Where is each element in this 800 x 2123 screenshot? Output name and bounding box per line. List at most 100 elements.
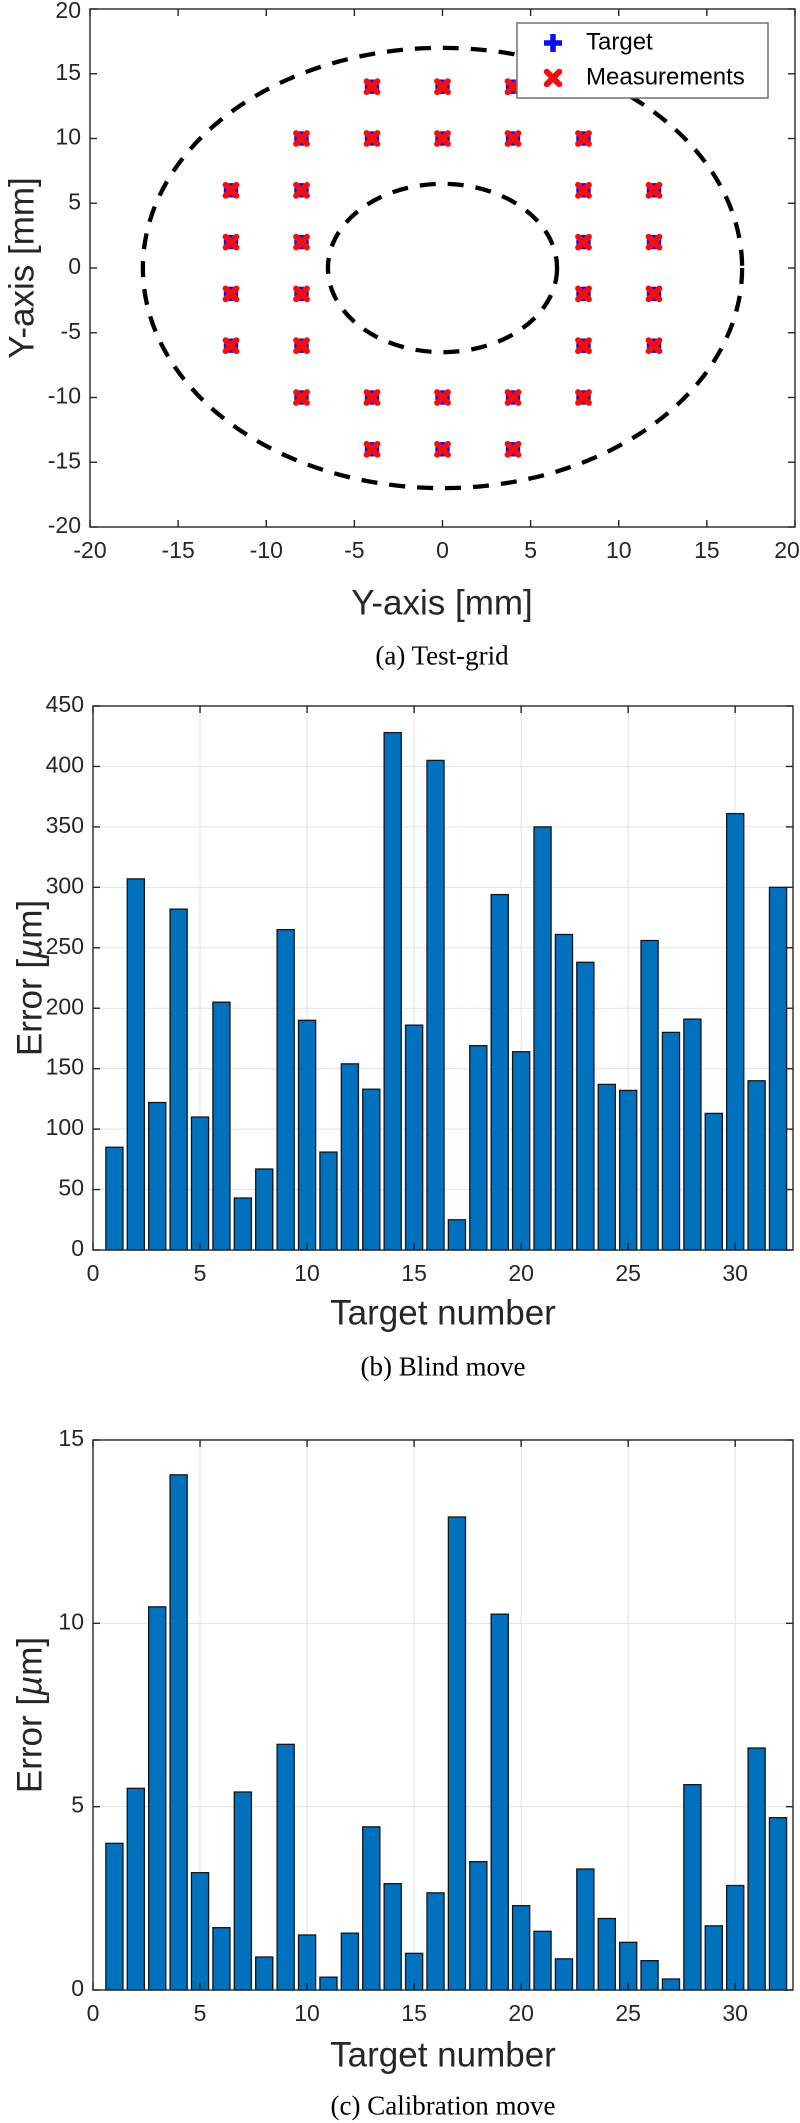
svg-text:-10: -10	[48, 383, 81, 409]
panel-c-ylabel-prefix: Error [	[10, 1695, 50, 1794]
bar	[618, 1941, 638, 1991]
svg-text:-5: -5	[61, 318, 81, 344]
bar	[233, 1197, 253, 1251]
bar	[511, 1905, 531, 1991]
svg-text:5: 5	[71, 1792, 84, 1818]
bar	[533, 826, 552, 1251]
svg-text:20: 20	[508, 1260, 534, 1286]
svg-text:0: 0	[71, 1975, 84, 2001]
bar	[490, 1613, 509, 1991]
bar	[618, 1089, 638, 1251]
bar	[490, 893, 509, 1251]
svg-text:30: 30	[722, 1260, 748, 1286]
svg-text:450: 450	[46, 691, 84, 717]
bar	[447, 1219, 467, 1251]
bar	[340, 1932, 360, 1991]
bar	[276, 928, 295, 1251]
bar	[426, 759, 445, 1251]
svg-text:10: 10	[55, 124, 81, 150]
bar	[255, 1168, 274, 1251]
svg-text:-15: -15	[48, 447, 81, 473]
bar	[148, 1606, 167, 1991]
bar	[105, 1146, 124, 1251]
bar	[212, 1001, 231, 1251]
bar	[554, 1958, 574, 1991]
bar	[640, 1960, 659, 1991]
svg-text:-15: -15	[162, 537, 195, 563]
bar	[725, 812, 745, 1251]
panel-b-ylabel-mu: µ	[10, 938, 50, 959]
panel-b-ylabel: Error [µm]	[10, 899, 50, 1057]
svg-text:10: 10	[606, 537, 632, 563]
svg-text:20: 20	[55, 0, 81, 23]
bar	[105, 1842, 124, 1991]
svg-text:0: 0	[87, 2000, 100, 2026]
svg-text:5: 5	[524, 537, 537, 563]
tick-labels: 0 5 10 15 20 25 30 0 5 10 15	[58, 1425, 793, 2026]
svg-text:0: 0	[87, 1260, 100, 1286]
dashed-circle	[325, 181, 560, 355]
svg-text:20: 20	[774, 537, 800, 563]
bar	[126, 878, 146, 1251]
panel-c-xlabel: Target number	[330, 2035, 556, 2075]
svg-text:0: 0	[68, 253, 81, 279]
bar	[383, 1883, 402, 1991]
panel-c-caption: (c) Calibration move	[330, 2090, 556, 2121]
bar	[255, 1956, 274, 1991]
bar	[319, 1976, 338, 1991]
svg-text:-20: -20	[73, 537, 106, 563]
svg-text:0: 0	[436, 537, 449, 563]
svg-text:100: 100	[46, 1114, 84, 1140]
bar	[276, 1743, 295, 1991]
svg-text:150: 150	[46, 1054, 84, 1080]
svg-text:-20: -20	[48, 512, 81, 538]
bar	[597, 1083, 616, 1251]
panel-b-caption: (b) Blind move	[360, 1351, 526, 1382]
bar	[747, 1080, 766, 1251]
bar	[148, 1101, 167, 1251]
svg-text:30: 30	[722, 2000, 748, 2026]
bar	[169, 1474, 188, 1991]
svg-text:50: 50	[58, 1175, 84, 1201]
bar	[533, 1930, 552, 1991]
axis-box	[92, 705, 794, 1251]
panel-c-ylabel-mu: µ	[10, 1675, 50, 1696]
svg-text:300: 300	[46, 872, 84, 898]
panel-c-ylabel-suffix: m]	[10, 1636, 50, 1676]
panel-c-plot: 0 5 10 15 20 25 30 0 5 10 15	[58, 1425, 794, 2026]
bar	[704, 1112, 724, 1251]
panel-b-ylabel-prefix: Error [	[10, 958, 50, 1057]
bar	[725, 1884, 745, 1991]
panel-a-caption: (a) Test-grid	[375, 640, 509, 671]
svg-text:10: 10	[294, 2000, 320, 2026]
svg-text:250: 250	[46, 933, 84, 959]
svg-text:15: 15	[58, 1425, 84, 1451]
bar	[169, 908, 188, 1251]
dashed-circle	[140, 45, 745, 491]
svg-text:400: 400	[46, 752, 84, 778]
panel-a-ylabel: Y-axis [mm]	[2, 177, 42, 359]
svg-text:5: 5	[194, 1260, 207, 1286]
bars	[105, 1474, 788, 1991]
svg-text:-5: -5	[344, 537, 364, 563]
bar	[597, 1917, 616, 1991]
bar	[768, 886, 788, 1251]
svg-text:15: 15	[401, 1260, 427, 1286]
bar	[554, 933, 574, 1251]
bar	[190, 1116, 210, 1251]
bar	[683, 1784, 702, 1991]
bar	[511, 1051, 531, 1251]
bar	[469, 1861, 488, 1991]
bar	[469, 1045, 488, 1251]
svg-text:350: 350	[46, 812, 84, 838]
svg-text:10: 10	[294, 1260, 320, 1286]
svg-text:5: 5	[194, 2000, 207, 2026]
panel-b-ylabel-suffix: m]	[10, 899, 50, 939]
legend-label: Measurements	[586, 63, 745, 90]
legend-label: Target	[586, 28, 653, 55]
bar	[233, 1791, 253, 1991]
bar	[340, 1063, 360, 1251]
tick-labels: -20 -15 -10 -5 0 5 10 15 20 -20 -15 -10 -5 0 5 10 15 20	[48, 0, 800, 563]
